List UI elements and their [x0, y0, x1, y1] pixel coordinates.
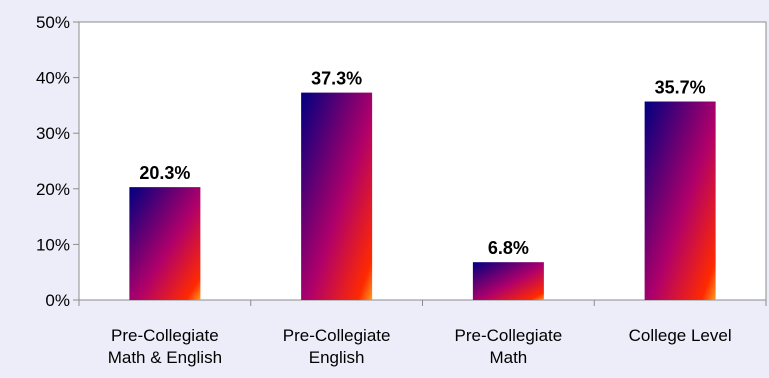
x-axis-ticks: Pre-Collegiate Math & EnglishPre-Collegia…: [78, 300, 767, 367]
x-tick-label-line: Math & English: [108, 348, 222, 367]
bars: 20.3% 37.3% 6.8% 35.7%: [129, 69, 716, 301]
data-label: 6.8%: [488, 238, 529, 258]
data-label: 35.7%: [655, 78, 706, 98]
x-tick-label-line: Pre-Collegiate: [111, 326, 219, 345]
x-tick-label-line: College Level: [629, 326, 732, 345]
x-tick-label: Pre-Collegiate Math & English: [108, 326, 222, 367]
x-tick-label-line: Pre-Collegiate: [455, 326, 563, 345]
bar: [644, 101, 716, 301]
y-tick-label: 50%: [36, 13, 70, 32]
bar: [129, 187, 201, 300]
y-axis-ticks: 0% 10% 20% 30% 40% 50%: [36, 13, 79, 310]
x-tick-label-line: English: [309, 348, 365, 367]
data-label: 20.3%: [139, 163, 190, 183]
x-tick-label-line: Pre-Collegiate: [283, 326, 391, 345]
bar: [301, 92, 373, 300]
y-tick-label: 20%: [36, 180, 70, 199]
x-tick-label-line: Math: [489, 348, 527, 367]
x-tick-label: Pre-Collegiate Math: [455, 326, 563, 367]
x-tick-label: College Level: [629, 326, 732, 345]
x-tick-label: Pre-Collegiate English: [283, 326, 391, 367]
y-tick-label: 40%: [36, 69, 70, 88]
y-tick-label: 0%: [45, 291, 70, 310]
bar: [472, 262, 544, 300]
y-tick-label: 10%: [36, 235, 70, 254]
y-tick-label: 30%: [36, 124, 70, 143]
data-label: 37.3%: [311, 69, 362, 89]
